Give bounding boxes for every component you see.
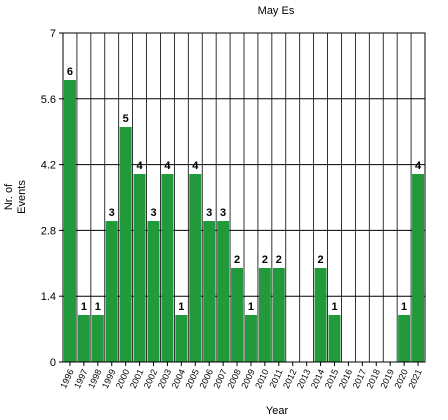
y-axis-label-line-1: Nr. of — [3, 183, 15, 210]
y-ticks: 0 1.4 2.8 4.2 5.6 7 — [41, 28, 63, 369]
bar-2009 — [244, 315, 257, 362]
data-label-2007: 3 — [220, 207, 226, 219]
x-axis-label: Year — [266, 405, 289, 417]
data-label-1997: 1 — [81, 301, 87, 313]
bars — [63, 80, 425, 362]
y-tick-label: 0 — [50, 357, 56, 369]
data-label-2002: 3 — [150, 207, 156, 219]
y-tick-label: 7 — [50, 28, 56, 40]
x-tick-label-2021: 2021 — [406, 368, 424, 390]
bar-1998 — [91, 315, 104, 362]
bar-2007 — [217, 221, 230, 362]
bar-2004 — [175, 315, 188, 362]
bar-2008 — [231, 268, 244, 362]
bar-2010 — [258, 268, 271, 362]
y-axis-label-line-2: Events — [16, 180, 28, 214]
bar-2003 — [161, 174, 174, 362]
bar-1997 — [77, 315, 90, 362]
data-label-2015: 1 — [331, 301, 337, 313]
data-label-2004: 1 — [178, 301, 184, 313]
bar-2001 — [133, 174, 146, 362]
data-label-2021: 4 — [415, 160, 422, 172]
y-tick-label: 1.4 — [41, 291, 56, 303]
y-tick-label: 2.8 — [41, 225, 56, 237]
data-label-2001: 4 — [137, 160, 144, 172]
y-tick-label: 5.6 — [41, 94, 56, 106]
data-label-2008: 2 — [234, 254, 240, 266]
data-label-2020: 1 — [401, 301, 407, 313]
bar-2021 — [412, 174, 425, 362]
data-label-2005: 4 — [192, 160, 199, 172]
data-label-2010: 2 — [262, 254, 268, 266]
bar-2020 — [398, 315, 411, 362]
plot-frame — [62, 32, 426, 363]
bar-2005 — [189, 174, 202, 362]
bar-2015 — [328, 315, 341, 362]
y-tick-label: 4.2 — [41, 160, 56, 172]
data-label-2003: 4 — [164, 160, 171, 172]
bar-1999 — [105, 221, 118, 362]
bar-1996 — [63, 80, 76, 362]
bar-2014 — [314, 268, 327, 362]
chart-title: May Es — [258, 5, 295, 17]
bar-2006 — [203, 221, 216, 362]
data-label-2000: 5 — [123, 113, 129, 125]
x-ticks: 1996199719981999200020012002200320042005… — [58, 362, 424, 390]
data-label-1996: 6 — [67, 66, 73, 78]
data-label-2011: 2 — [276, 254, 282, 266]
data-label-1999: 3 — [109, 207, 115, 219]
bar-2002 — [147, 221, 160, 362]
y-axis-label: Nr. ofEvents — [3, 180, 28, 214]
data-label-2009: 1 — [248, 301, 254, 313]
data-label-2006: 3 — [206, 207, 212, 219]
bar-2000 — [119, 127, 132, 362]
data-label-1998: 1 — [95, 301, 101, 313]
data-label-2014: 2 — [318, 254, 324, 266]
x-tick-label-2010: 2010 — [253, 368, 271, 390]
bar-2011 — [272, 268, 285, 362]
